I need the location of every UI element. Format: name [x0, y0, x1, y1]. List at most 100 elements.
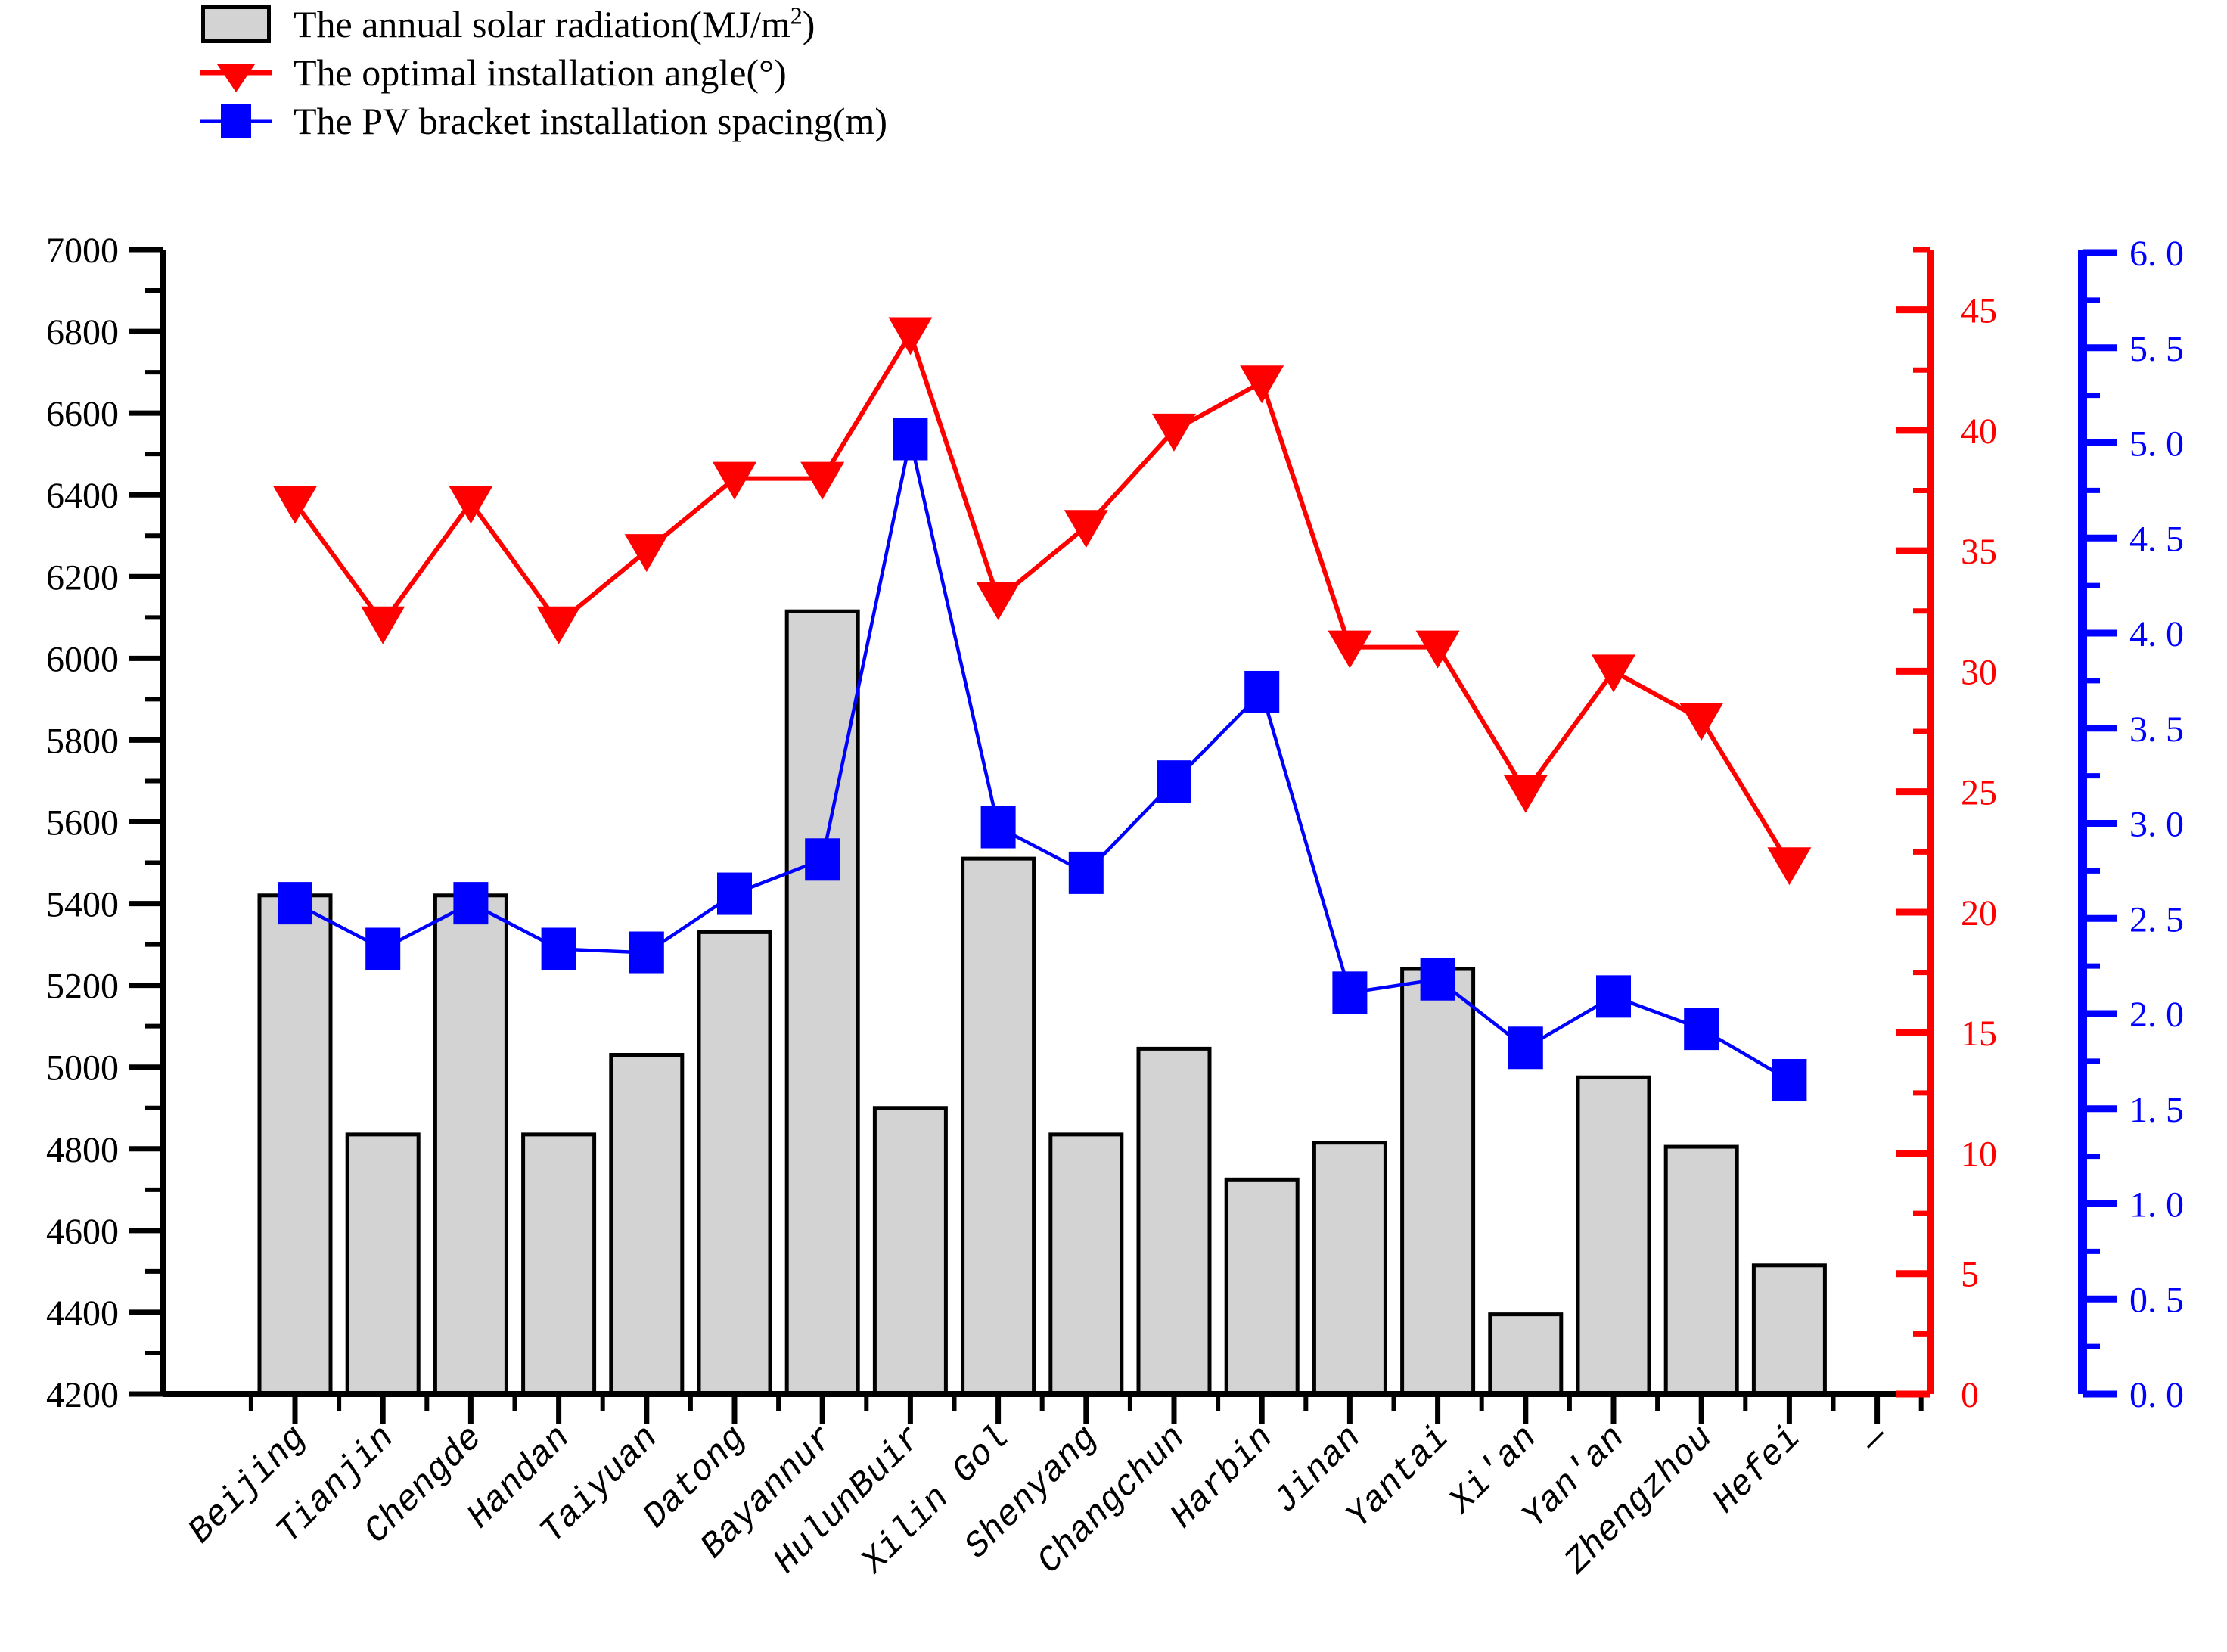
angle-axis-tick-label: 25 — [1961, 773, 1997, 813]
bar-Bayannur — [784, 609, 860, 1396]
square-marker-Xilin Gol — [980, 806, 1016, 849]
spacing-axis-tick-label: 3. 5 — [2129, 710, 2184, 750]
triangle-marker-Shenyang — [1064, 510, 1108, 548]
spacing-axis-tick-label: 0. 5 — [2129, 1280, 2184, 1320]
square-marker-Zhengzhou — [1684, 1008, 1719, 1051]
spacing-axis-tick-label: 5. 0 — [2129, 424, 2184, 464]
triangle-marker-Taiyuan — [624, 534, 669, 573]
bar-HulunBuir — [872, 1106, 948, 1396]
spacing-axis-tick-label: 4. 0 — [2129, 614, 2184, 654]
triangle-marker-Xilin Gol — [976, 582, 1020, 620]
square-marker-Taiyuan — [629, 931, 664, 974]
square-marker-HulunBuir — [893, 418, 928, 461]
angle-axis-tick-label: 35 — [1961, 532, 1997, 572]
angle-axis-tick-label: 15 — [1961, 1014, 1997, 1054]
bar-Hefei — [1751, 1263, 1827, 1396]
bar-Jinan — [1312, 1141, 1387, 1396]
triangle-marker-HulunBuir — [888, 317, 933, 356]
triangle-marker-Changchun — [1152, 413, 1196, 452]
bar-Shenyang — [1048, 1132, 1124, 1396]
angle-line — [293, 328, 1791, 865]
square-marker-Shenyang — [1068, 851, 1104, 894]
triangle-marker-Harbin — [1240, 365, 1284, 404]
bar-Beijing — [257, 893, 333, 1396]
bar-swatch-icon — [198, 5, 274, 43]
legend-item-installation-angle: The optimal installation angle(°) — [198, 51, 887, 94]
square-marker-Handan — [541, 927, 576, 970]
legend-item-solar-radiation: The annual solar radiation(MJ/m2) — [198, 3, 887, 45]
bar-Zhengzhou — [1663, 1144, 1739, 1396]
spacing-axis-tick-label: 4. 5 — [2129, 519, 2184, 559]
legend-item-bracket-spacing: The PV bracket installation spacing(m) — [198, 100, 887, 142]
left-axis-tick-label: 5400 — [46, 885, 119, 925]
left-axis-tick-label: 6200 — [46, 557, 119, 598]
triangle-marker-icon — [198, 51, 274, 94]
square-marker-Yantai — [1420, 958, 1455, 1001]
bar-Yantai — [1400, 967, 1476, 1396]
left-axis-tick-label: 5200 — [46, 967, 119, 1007]
legend-label-solar-radiation: The annual solar radiation(MJ/m2) — [294, 2, 815, 45]
angle-axis-tick-label: 10 — [1961, 1134, 1997, 1174]
triangle-marker-Bayannur — [800, 461, 845, 500]
square-marker-Chengde — [453, 882, 489, 925]
angle-axis-tick-label: 45 — [1961, 291, 1997, 331]
bar-Harbin — [1224, 1177, 1300, 1396]
spacing-axis-tick-label: 5. 5 — [2129, 329, 2184, 369]
spacing-axis-tick-label: 3. 0 — [2129, 805, 2184, 845]
spacing-axis-tick-label: 0. 0 — [2129, 1375, 2184, 1415]
legend: The annual solar radiation(MJ/m2) The op… — [198, 3, 887, 142]
bar-Tianjin — [345, 1132, 421, 1396]
triangle-marker-Datong — [713, 461, 756, 500]
spacing-axis-tick-label: 1. 5 — [2129, 1090, 2184, 1130]
series-solar-radiation-bars — [257, 609, 1827, 1396]
spacing-axis-tick-label: 1. 0 — [2129, 1185, 2184, 1225]
left-axis-tick-label: 6600 — [46, 394, 119, 434]
square-marker-Datong — [717, 872, 752, 915]
left-axis-tick-label: 4800 — [46, 1130, 119, 1170]
x-category-label-Hefei: Hefei — [1706, 1418, 1809, 1522]
triangle-marker-Zhengzhou — [1679, 703, 1724, 741]
square-marker-Bayannur — [805, 838, 840, 881]
legend-label-installation-angle: The optimal installation angle(°) — [294, 51, 787, 94]
bar-Xilin Gol — [961, 856, 1036, 1396]
x-category-label-—: — — [1853, 1418, 1898, 1463]
left-axis-tick-label: 4400 — [46, 1293, 119, 1334]
spacing-axis-tick-label: 2. 5 — [2129, 899, 2184, 939]
square-marker-Tianjin — [365, 927, 401, 970]
triangle-marker-Jinan — [1328, 630, 1372, 669]
left-axis-tick-label: 6000 — [46, 639, 119, 679]
square-marker-Yan'an — [1596, 975, 1631, 1018]
angle-axis-tick-label: 0 — [1961, 1375, 1979, 1415]
legend-label-bracket-spacing: The PV bracket installation spacing(m) — [294, 100, 887, 142]
bar-Taiyuan — [609, 1053, 685, 1396]
spacing-axis-tick-label: 2. 0 — [2129, 995, 2184, 1035]
spacing-line — [294, 438, 1791, 1082]
bar-Chengde — [433, 893, 508, 1396]
series-bracket-spacing-line — [278, 418, 1807, 1102]
square-marker-icon — [198, 100, 274, 142]
bar-Handan — [521, 1132, 597, 1396]
left-axis-tick-label: 5800 — [46, 721, 119, 761]
left-axis-tick-label: 7000 — [46, 231, 119, 271]
series-installation-angle-line — [273, 317, 1812, 886]
bar-Changchun — [1136, 1046, 1212, 1396]
triangle-marker-Beijing — [273, 486, 317, 524]
angle-axis-tick-label: 40 — [1961, 411, 1997, 452]
angle-axis-tick-label: 20 — [1961, 893, 1997, 933]
triangle-marker-Chengde — [449, 486, 493, 524]
left-axis-tick-label: 6800 — [46, 312, 119, 352]
triangle-marker-Xi'an — [1503, 775, 1548, 813]
triangle-marker-Tianjin — [361, 606, 405, 644]
square-marker-Hefei — [1772, 1059, 1807, 1102]
square-marker-Xi'an — [1508, 1026, 1543, 1070]
angle-axis-tick-label: 30 — [1961, 652, 1997, 692]
triangle-marker-Yan'an — [1592, 654, 1635, 693]
bar-Yan'an — [1576, 1075, 1651, 1396]
left-axis-tick-label: 5600 — [46, 803, 119, 843]
triangle-marker-Hefei — [1767, 847, 1812, 886]
spacing-axis-tick-label: 6. 0 — [2129, 234, 2184, 274]
bar-Xi'an — [1488, 1312, 1564, 1396]
left-axis-tick-label: 6400 — [46, 476, 119, 516]
